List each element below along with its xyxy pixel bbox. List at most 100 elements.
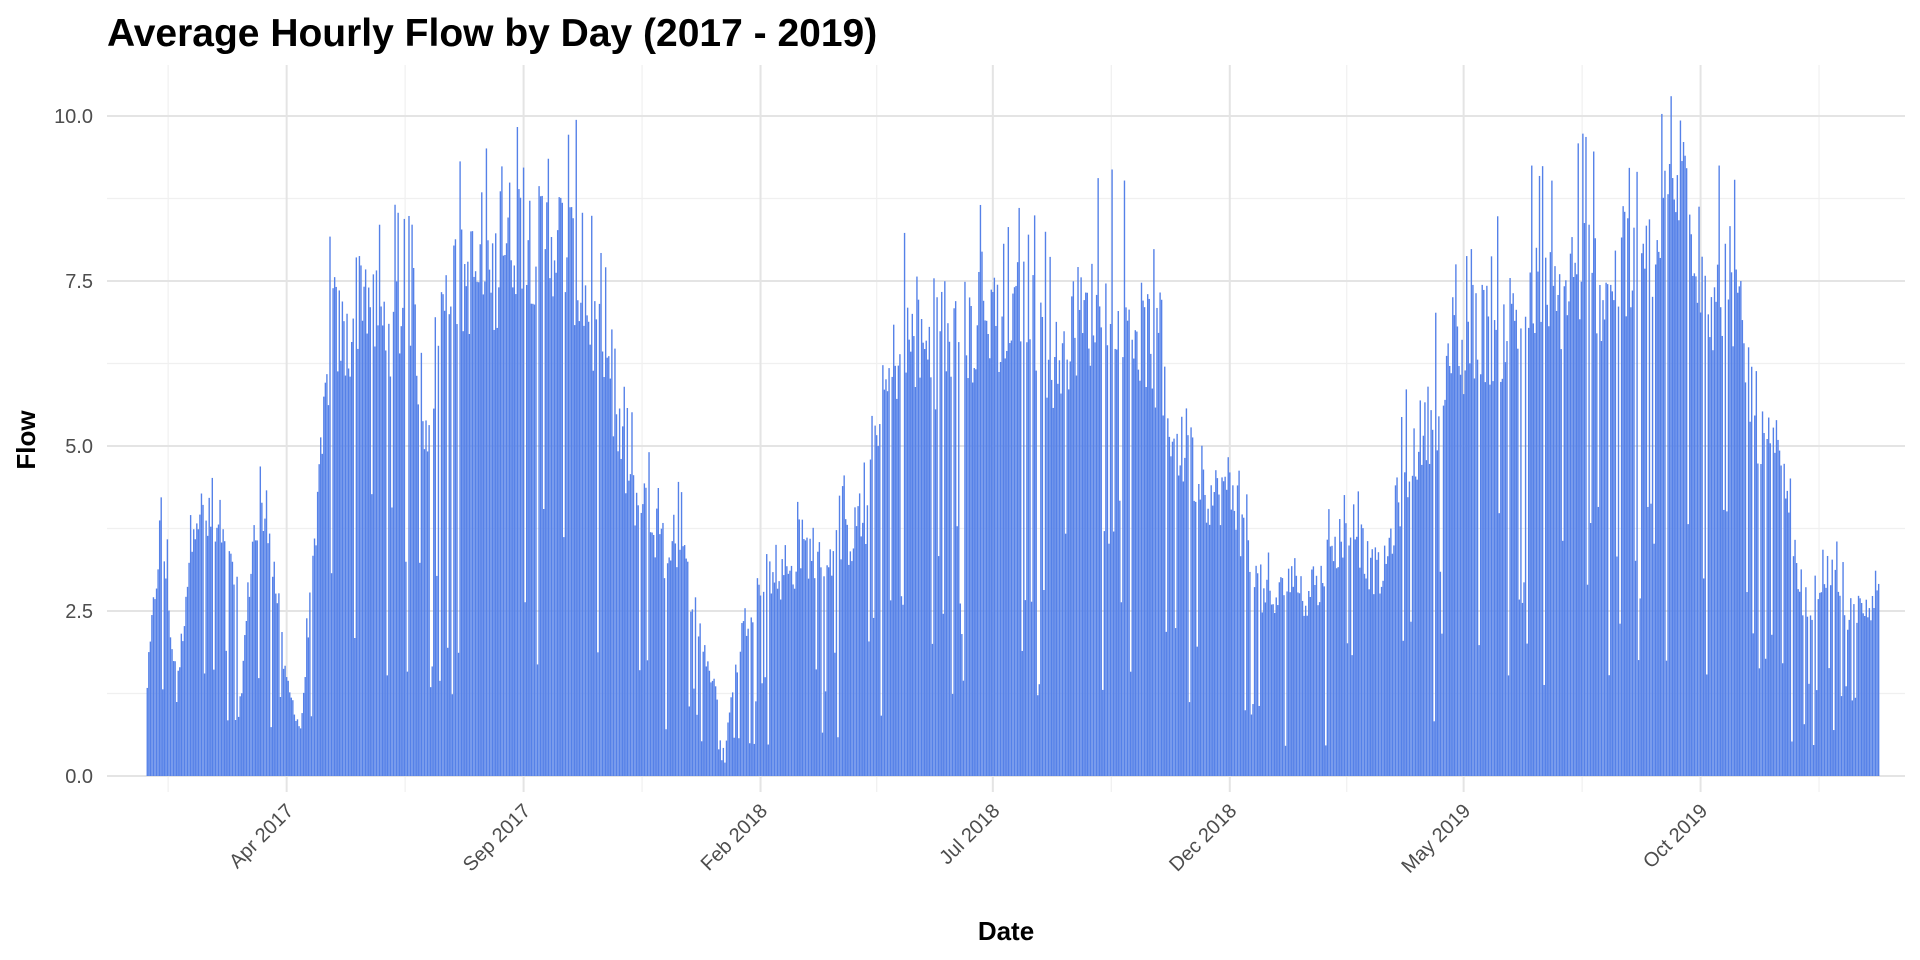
flow-bar bbox=[1469, 363, 1471, 776]
flow-bar bbox=[1462, 394, 1465, 776]
flow-bar bbox=[1704, 275, 1706, 776]
flow-bar bbox=[705, 666, 708, 776]
flow-bar bbox=[933, 278, 935, 776]
flow-bar bbox=[1726, 511, 1728, 776]
flow-bar bbox=[823, 576, 825, 776]
flow-bar bbox=[1436, 450, 1438, 776]
flow-bar bbox=[1831, 559, 1833, 776]
flow-bar bbox=[942, 613, 944, 776]
flow-bar bbox=[1408, 481, 1411, 776]
flow-bar bbox=[1616, 556, 1618, 776]
flow-bar bbox=[1366, 541, 1369, 776]
flow-bar bbox=[1061, 343, 1064, 776]
flow-bar bbox=[812, 527, 814, 776]
flow-bar bbox=[642, 504, 644, 776]
flow-bar bbox=[1171, 441, 1174, 776]
flow-bar bbox=[536, 664, 539, 776]
flow-bar bbox=[203, 673, 206, 776]
flow-bar bbox=[682, 546, 684, 776]
flow-bar bbox=[1162, 415, 1164, 776]
flow-bar bbox=[473, 276, 475, 776]
flow-bar bbox=[1354, 539, 1356, 776]
flow-bar bbox=[1600, 341, 1603, 776]
flow-bar bbox=[202, 504, 204, 776]
flow-bar bbox=[964, 281, 966, 776]
flow-bar bbox=[180, 633, 183, 776]
flow-bar bbox=[1208, 524, 1211, 776]
flow-bar bbox=[1225, 489, 1228, 776]
flow-bar bbox=[1486, 285, 1488, 776]
flow-bar bbox=[1435, 312, 1437, 776]
flow-bar bbox=[338, 290, 340, 776]
flow-bar bbox=[826, 565, 828, 776]
flow-bar bbox=[371, 494, 373, 776]
flow-bar bbox=[809, 538, 811, 776]
flow-bar bbox=[448, 314, 450, 776]
flow-bar bbox=[1555, 310, 1558, 776]
flow-bar bbox=[498, 287, 500, 776]
flow-bar bbox=[1472, 284, 1474, 776]
flow-bar bbox=[1848, 619, 1850, 776]
flow-bar bbox=[1627, 218, 1629, 776]
flow-bar bbox=[882, 365, 884, 776]
flow-bar bbox=[1772, 427, 1775, 776]
flow-bar bbox=[440, 292, 443, 776]
flow-bar bbox=[1007, 227, 1010, 777]
flow-bar bbox=[713, 678, 715, 776]
flow-bar bbox=[1766, 438, 1768, 776]
flow-bar bbox=[1498, 513, 1500, 776]
flow-bar bbox=[1569, 253, 1572, 776]
flow-bar bbox=[443, 310, 446, 776]
flow-bar bbox=[591, 215, 593, 777]
flow-bar bbox=[460, 229, 463, 776]
flow-bar bbox=[361, 320, 364, 776]
flow-bar bbox=[231, 561, 234, 776]
flow-bar bbox=[437, 345, 440, 776]
flow-bar bbox=[1047, 359, 1050, 776]
flow-bar bbox=[739, 651, 742, 776]
flow-bar bbox=[1839, 595, 1841, 776]
flow-bar bbox=[1250, 714, 1253, 776]
flow-bar bbox=[835, 530, 838, 776]
flow-bar bbox=[1235, 529, 1237, 776]
flow-bar bbox=[253, 525, 255, 776]
flow-bar bbox=[1814, 575, 1816, 776]
flow-bar bbox=[1352, 504, 1355, 776]
flow-bar bbox=[1419, 400, 1421, 776]
flow-bar bbox=[549, 278, 551, 776]
flow-bar bbox=[306, 618, 308, 776]
flow-bar bbox=[1431, 429, 1434, 776]
flow-bar bbox=[784, 545, 787, 776]
flow-bar bbox=[1777, 439, 1779, 776]
flow-bar bbox=[643, 483, 646, 776]
flow-bar bbox=[1506, 341, 1508, 776]
flow-bar bbox=[1345, 523, 1347, 776]
flow-bar bbox=[1718, 165, 1720, 777]
flow-bar bbox=[679, 549, 681, 776]
flow-bar bbox=[512, 287, 514, 776]
flow-bar bbox=[829, 549, 831, 776]
flow-bar bbox=[866, 505, 869, 776]
flow-bar bbox=[1102, 689, 1104, 776]
flow-bar bbox=[865, 543, 867, 776]
flow-bar bbox=[213, 669, 215, 776]
flow-bar bbox=[1709, 337, 1711, 776]
flow-bar bbox=[1806, 616, 1809, 776]
flow-bar bbox=[707, 661, 709, 776]
flow-bar bbox=[871, 415, 873, 776]
flow-bar bbox=[1274, 612, 1276, 776]
flow-bar bbox=[1689, 214, 1691, 777]
flow-bar bbox=[776, 588, 779, 776]
flow-bar bbox=[1094, 342, 1096, 776]
flow-bar bbox=[814, 578, 816, 776]
flow-bar bbox=[891, 376, 893, 776]
flow-bar bbox=[1654, 264, 1657, 776]
flow-bar bbox=[1497, 216, 1499, 776]
flow-bar bbox=[1387, 556, 1389, 776]
flow-bar bbox=[761, 683, 763, 776]
x-tick-label: Sep 2017 bbox=[459, 800, 535, 876]
flow-bar bbox=[1781, 663, 1784, 776]
flow-bar bbox=[515, 294, 517, 776]
flow-bar bbox=[721, 760, 723, 776]
flow-bar bbox=[654, 557, 656, 776]
